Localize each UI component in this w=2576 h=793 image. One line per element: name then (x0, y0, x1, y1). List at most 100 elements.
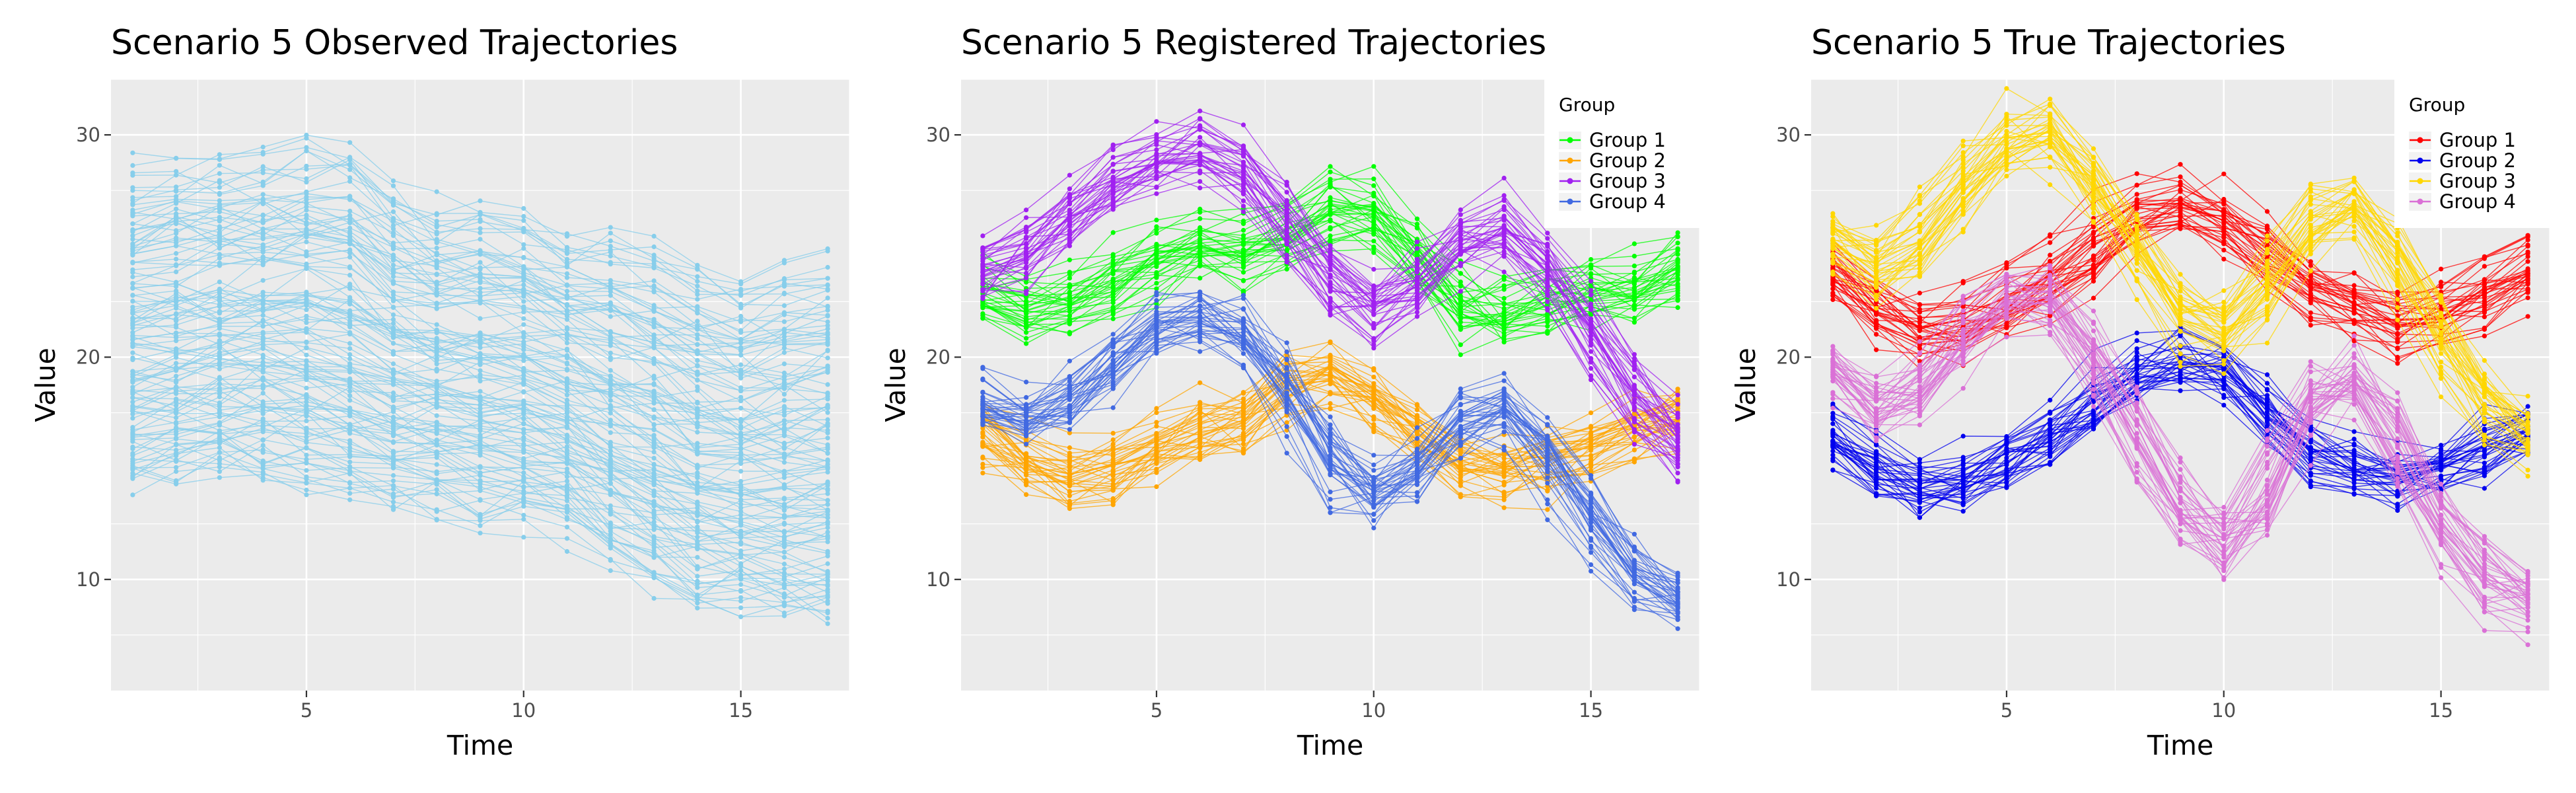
series-3-point (1110, 191, 1116, 196)
trajectory-point (738, 483, 744, 488)
series-1-point (1024, 316, 1029, 322)
trajectory-point (825, 491, 830, 496)
trajectory-point (564, 348, 570, 353)
series-4-point (1328, 426, 1333, 432)
series-3-point (1675, 433, 1680, 438)
series-1-point (1589, 271, 1594, 276)
series-2-point (1154, 461, 1159, 467)
trajectory-point (521, 339, 526, 344)
trajectory-point (217, 469, 222, 474)
series-4-point (1501, 444, 1507, 449)
series-1-point (1501, 306, 1507, 311)
trajectory-point (564, 507, 570, 512)
series-4-point (1024, 379, 1029, 385)
trajectory-point (347, 330, 353, 335)
trajectory-point (825, 410, 830, 415)
legend-title: Group (1559, 94, 1615, 116)
series-1-point (1240, 227, 1246, 233)
series-1-point (1675, 305, 1680, 310)
series-4-point (1371, 511, 1377, 517)
trajectory-point (304, 208, 309, 213)
trajectory-point (130, 453, 135, 458)
trajectory-point (130, 195, 135, 200)
series-3-point (1198, 108, 1203, 114)
series-1-point (2525, 314, 2530, 319)
trajectory-point (825, 488, 830, 493)
series-1-point (1154, 227, 1159, 232)
series-3-point (1501, 215, 1507, 220)
series-4-point (1240, 334, 1246, 340)
trajectory-point (304, 239, 309, 245)
trajectory-point (434, 229, 439, 235)
series-1-point (1154, 261, 1159, 266)
trajectory-point (651, 361, 657, 366)
trajectory-point (390, 457, 396, 463)
series-2-point (980, 465, 985, 471)
series-3-point (1240, 186, 1246, 191)
trajectory-point (217, 450, 222, 455)
trajectory-point (738, 340, 744, 346)
trajectory-point (260, 299, 266, 305)
trajectory-point (304, 222, 309, 227)
trajectory-point (781, 455, 787, 461)
series-4-point (1284, 397, 1289, 402)
series-1-point (1631, 280, 1637, 285)
series-3-point (1589, 365, 1594, 371)
series-1-point (2482, 333, 2487, 338)
series-1-point (2525, 259, 2530, 264)
trajectory-point (304, 418, 309, 424)
series-2-point (980, 426, 985, 431)
series-2-point (1458, 494, 1463, 500)
trajectory-point (478, 260, 483, 265)
series-2-point (1067, 489, 1072, 495)
trajectory-point (695, 441, 700, 446)
series-4-point (980, 412, 985, 418)
trajectory-point (781, 303, 787, 309)
series-3-point (1414, 305, 1420, 311)
series-1-point (1631, 241, 1637, 246)
series-1-point (1198, 276, 1203, 281)
trajectory-point (217, 423, 222, 428)
trajectory-point (478, 472, 483, 478)
trajectory-point (825, 286, 830, 291)
trajectory-point (564, 381, 570, 387)
trajectory-point (608, 383, 613, 388)
trajectory-point (521, 335, 526, 340)
trajectory-point (695, 585, 700, 590)
trajectory-point (217, 357, 222, 362)
trajectory-point (434, 327, 439, 332)
trajectory-point (825, 502, 830, 507)
trajectory-point (695, 267, 700, 272)
trajectory-point (174, 184, 179, 190)
trajectory-point (825, 319, 830, 324)
trajectory-point (347, 376, 353, 381)
series-1-point (1240, 239, 1246, 245)
series-1-point (1110, 305, 1116, 310)
series-2-point (1067, 501, 1072, 506)
trajectory-point (130, 467, 135, 472)
series-4-point (1545, 517, 1550, 523)
trajectory-point (260, 254, 266, 260)
trajectory-point (521, 456, 526, 461)
series-3-point (980, 282, 985, 287)
trajectory-point (781, 554, 787, 560)
trajectory-point (347, 282, 353, 287)
trajectory-point (651, 278, 657, 283)
trajectory-point (781, 593, 787, 599)
trajectory-point (217, 366, 222, 371)
series-4-point (980, 377, 985, 383)
trajectory-point (478, 362, 483, 367)
trajectory-point (390, 241, 396, 246)
series-4-point (1024, 402, 1029, 407)
trajectory-point (130, 323, 135, 328)
trajectory-point (781, 418, 787, 424)
trajectory-point (695, 601, 700, 606)
trajectory-point (434, 487, 439, 492)
trajectory-point (564, 444, 570, 449)
trajectory-point (564, 336, 570, 342)
series-3-point (1545, 283, 1550, 289)
series-4-point (1110, 372, 1116, 377)
trajectory-point (260, 192, 266, 197)
series-1-point (1067, 321, 1072, 326)
